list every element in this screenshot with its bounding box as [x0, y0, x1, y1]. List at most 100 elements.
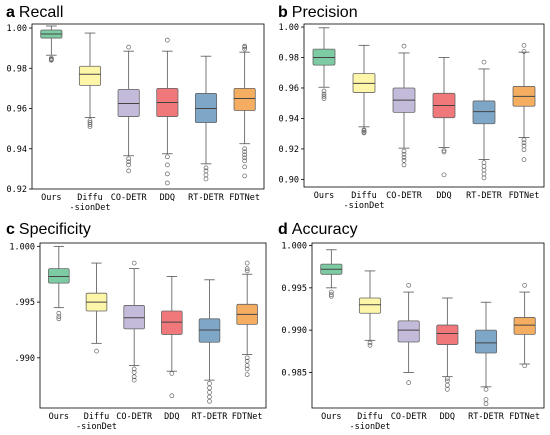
outlier-point — [481, 59, 487, 65]
outlier-point — [56, 310, 62, 316]
box-ddq — [161, 276, 183, 399]
box-ddq — [156, 37, 179, 186]
box-fdtnet — [233, 43, 256, 179]
outlier-point — [207, 385, 212, 391]
outlier-point — [244, 355, 250, 361]
box-rt-detr — [194, 55, 218, 182]
outlier-point — [521, 42, 527, 48]
outlier-point — [481, 175, 487, 181]
outlier-point — [207, 398, 212, 404]
x-category-label: RT-DETR — [466, 191, 503, 201]
outlier-point — [242, 164, 248, 170]
outlier-point — [483, 387, 489, 392]
outlier-point — [441, 149, 447, 155]
outlier-point — [242, 173, 248, 179]
outlier-point — [441, 148, 447, 153]
iqr-box — [472, 100, 496, 125]
outlier-point — [242, 158, 248, 164]
x-category-label: Diffu -sionDet — [350, 412, 391, 432]
plot-area-frame — [311, 242, 545, 409]
outlier-point — [401, 157, 407, 163]
x-category-label: Ours — [41, 193, 61, 203]
panel-letter: c — [6, 221, 15, 238]
outlier-point — [444, 387, 450, 392]
panel-letter: a — [6, 4, 15, 21]
box-rt-detr — [198, 279, 221, 404]
plot-area-frame — [303, 23, 545, 188]
outlier-point — [203, 172, 209, 178]
x-category-label: RT-DETR — [192, 412, 229, 422]
outlier-point — [321, 88, 327, 94]
box-ours — [48, 245, 70, 322]
iqr-box — [397, 320, 420, 343]
box-diffu-siondet — [78, 32, 102, 129]
outlier-point — [207, 390, 212, 395]
outlier-point — [522, 282, 528, 288]
x-category-label: FDTNet — [509, 191, 540, 201]
outlier-point — [244, 363, 250, 368]
outlier-point — [244, 266, 250, 271]
y-tick-label: 1.000 — [281, 242, 307, 252]
outlier-point — [483, 397, 489, 402]
outlier-point — [521, 147, 527, 153]
outlier-point — [444, 382, 450, 388]
panel-title: d Accuracy — [278, 221, 358, 238]
y-tick-label: 0.985 — [281, 368, 307, 378]
y-tick-label: 0.96 — [279, 84, 299, 94]
outlier-point — [481, 160, 487, 165]
outlier-point — [401, 162, 407, 168]
box-rt-detr — [474, 301, 498, 407]
outlier-point — [131, 369, 137, 375]
box-co-detr — [123, 260, 145, 383]
x-category-label: DDQ — [440, 412, 455, 422]
outlier-point — [522, 363, 528, 369]
iqr-box — [233, 87, 256, 111]
box-fdtnet — [513, 282, 536, 369]
outlier-point — [242, 44, 248, 50]
box-co-detr — [392, 43, 416, 168]
outlier-point — [203, 165, 209, 171]
outlier-point — [164, 180, 170, 186]
outlier-point — [242, 46, 248, 52]
box-ddq — [436, 297, 459, 392]
panel-title-text: Recall — [19, 4, 63, 21]
x-category-label: DDQ — [164, 412, 179, 422]
x-category-label: Diffu -sionDet — [76, 412, 117, 432]
x-category-label: RT-DETR — [188, 193, 225, 203]
x-category-label: DDQ — [160, 193, 175, 203]
outlier-point — [48, 57, 54, 63]
outlier-point — [126, 44, 132, 50]
y-tick-label: 0.94 — [7, 145, 27, 155]
outlier-point — [521, 137, 527, 143]
x-category-label: Ours — [314, 191, 334, 201]
x-category-label: FDTNet — [232, 412, 263, 422]
y-tick-label: 0.990 — [281, 326, 307, 336]
box-diffu-siondet — [352, 44, 376, 136]
x-category-label: DDQ — [436, 191, 451, 201]
outlier-point — [406, 380, 412, 385]
outlier-point — [321, 94, 327, 99]
outlier-point — [406, 282, 412, 288]
panel-title-text: Accuracy — [292, 221, 358, 238]
outlier-point — [361, 130, 367, 136]
x-category-label: RT-DETR — [468, 412, 505, 422]
panel-title: c Specificity — [6, 221, 91, 238]
panel-title-text: Precision — [292, 4, 358, 21]
outlier-point — [401, 151, 407, 157]
x-category-label: CO-DETR — [391, 412, 428, 422]
y-tick-label: 0.92 — [7, 185, 27, 195]
outlier-point — [328, 293, 334, 299]
outlier-point — [444, 378, 450, 384]
outlier-point — [126, 168, 132, 174]
box-fdtnet — [236, 260, 258, 377]
panel-title-text: Specificity — [19, 221, 91, 238]
y-tick-label: 0.995 — [281, 284, 307, 294]
panel-c: c Specificity .990 .995 1.000 Ours Diffu -sionD… — [6, 221, 267, 432]
outlier-point — [367, 340, 373, 346]
box-ours — [40, 25, 63, 63]
x-category-label: CO-DETR — [386, 191, 423, 201]
outlier-point — [441, 172, 447, 178]
outlier-point — [483, 401, 489, 407]
iqr-box — [194, 93, 218, 123]
outlier-point — [131, 260, 137, 266]
